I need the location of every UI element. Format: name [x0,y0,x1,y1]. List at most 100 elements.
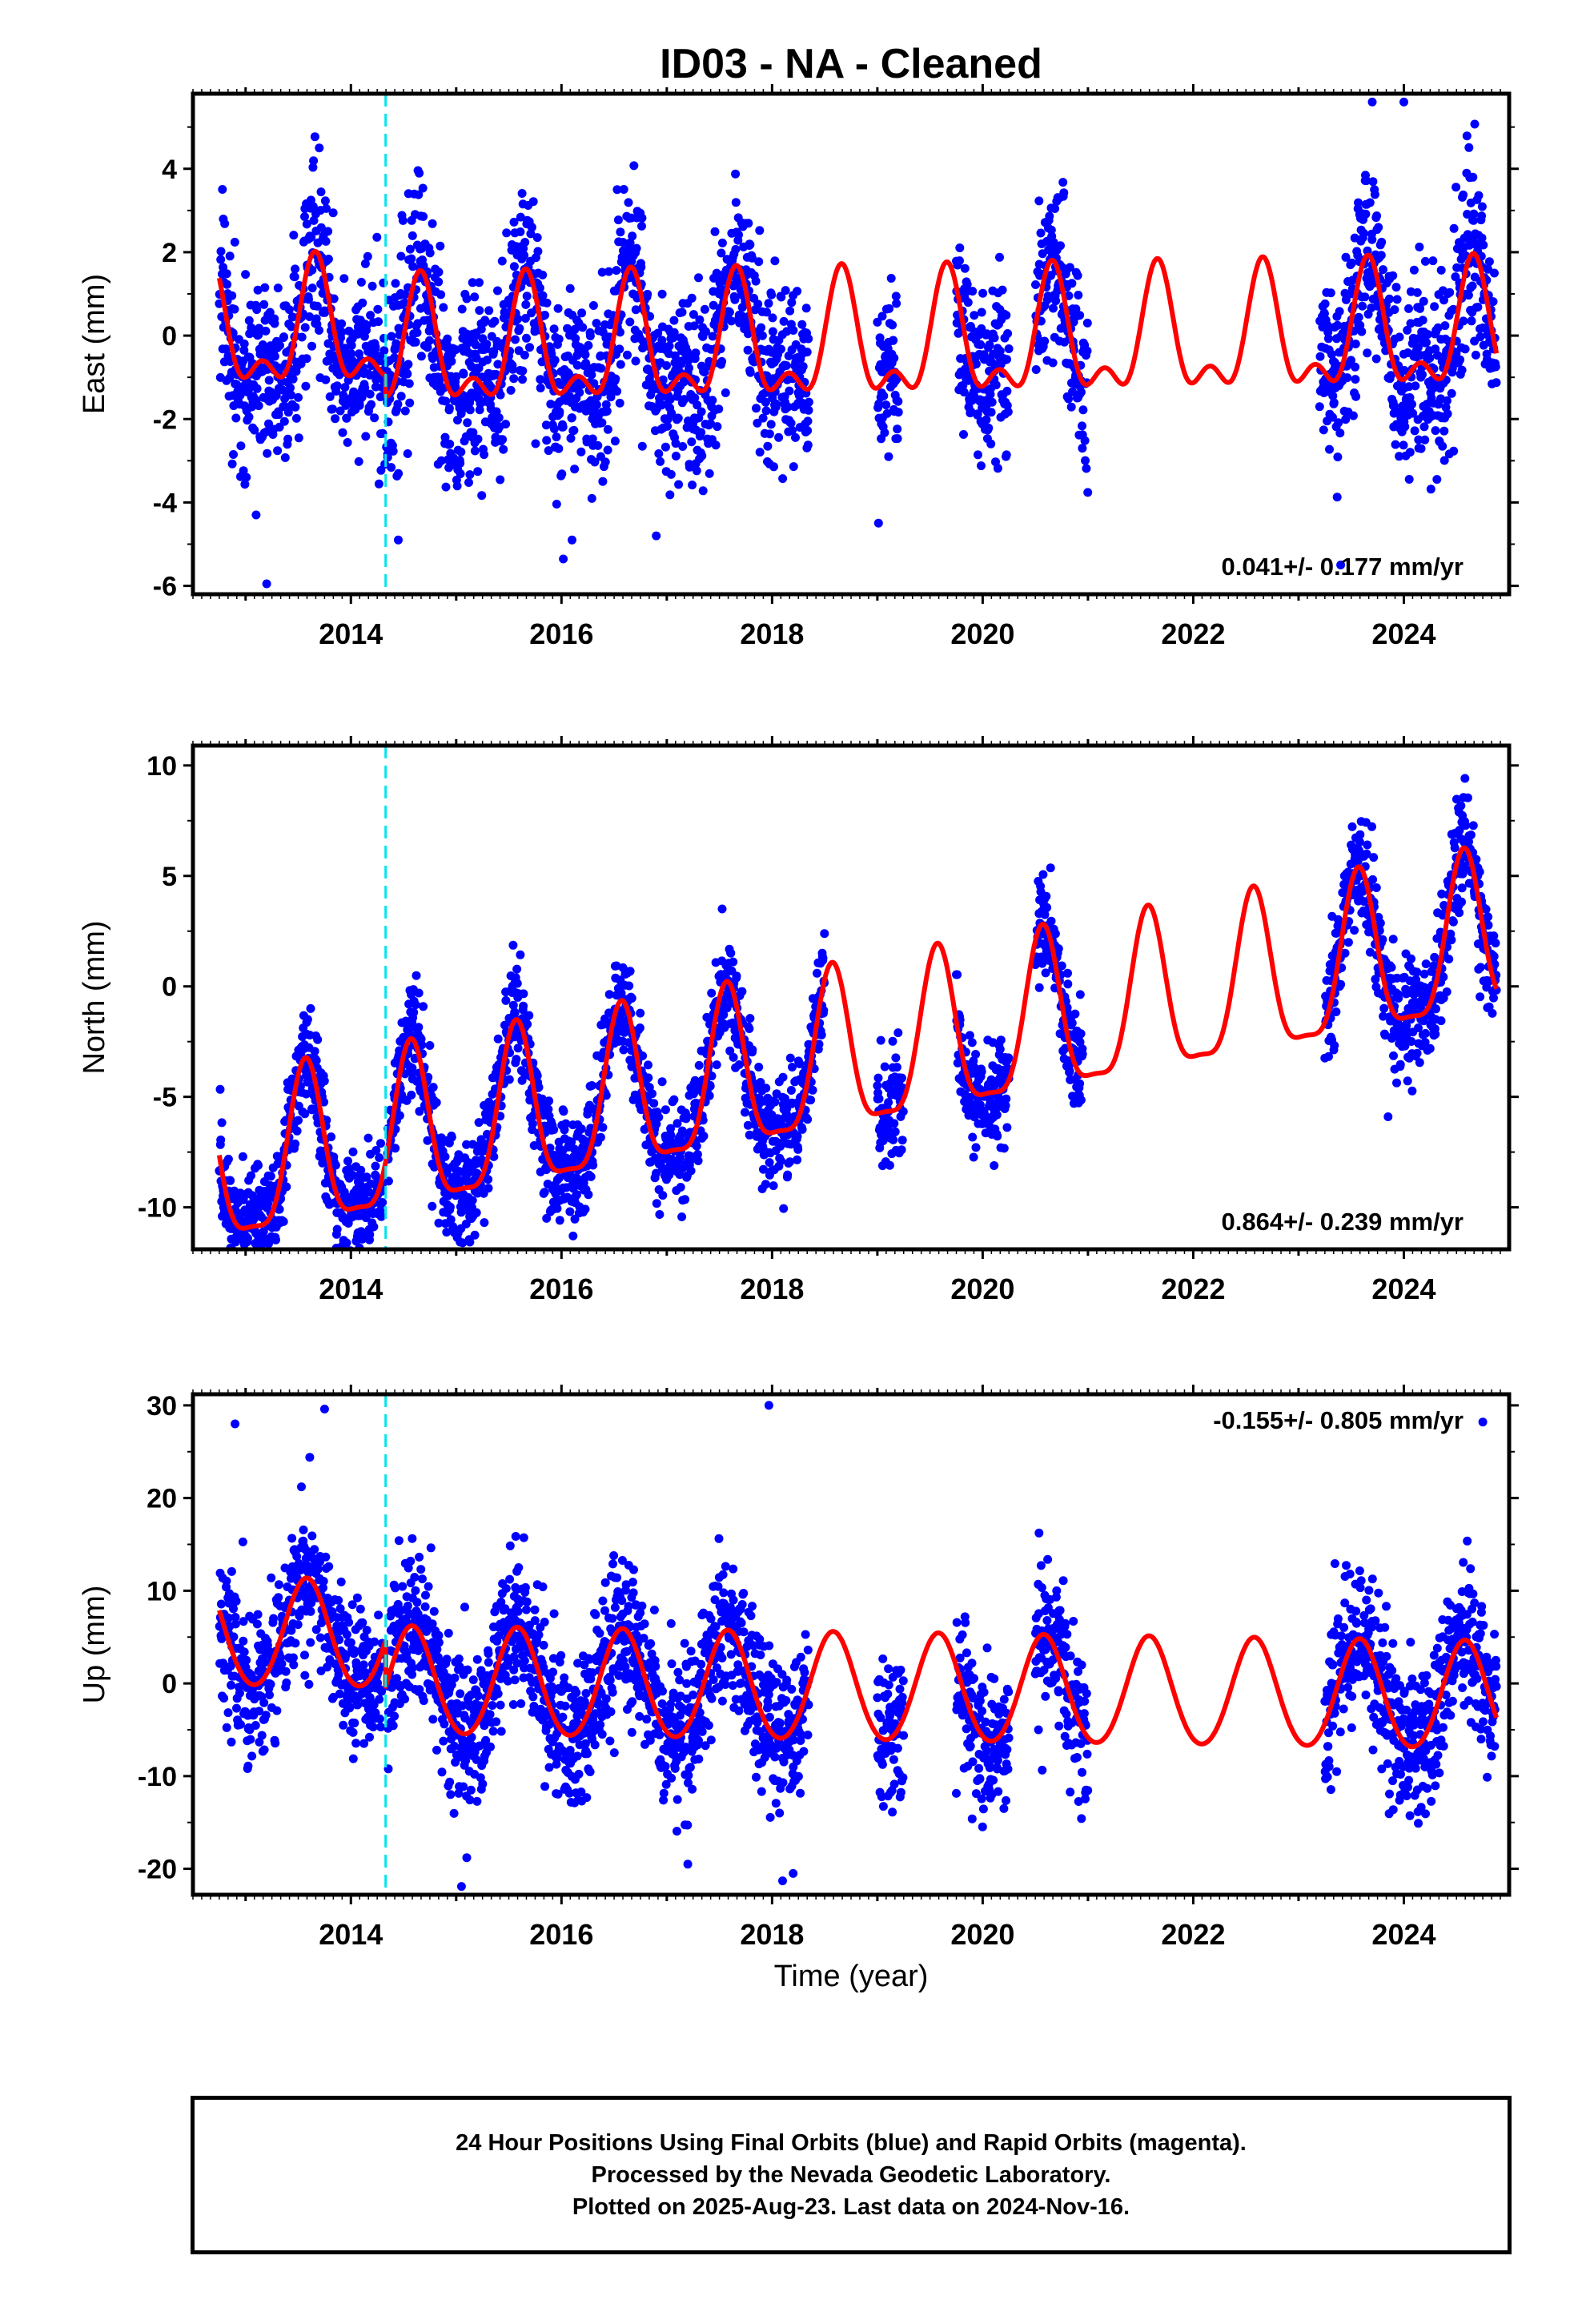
data-point [408,1063,417,1073]
data-point [612,387,622,396]
data-point [520,350,529,360]
data-point [752,404,761,413]
data-point [291,264,300,274]
data-point [589,379,599,388]
data-point [755,448,765,457]
data-point [549,324,559,334]
data-point [977,461,986,471]
data-point [692,466,701,476]
data-point [494,413,504,423]
data-point [770,256,780,266]
data-point [383,1176,393,1186]
data-point [1469,209,1479,219]
data-point [669,1095,679,1104]
data-point [889,336,898,345]
data-point [487,383,496,392]
data-point [567,1137,576,1147]
data-point [360,383,370,392]
data-point [395,1111,404,1120]
data-point [245,1261,254,1269]
data-point [616,360,625,369]
data-point [1083,488,1093,497]
data-point [893,396,903,406]
data-point [555,1216,564,1225]
data-point [518,375,527,384]
data-point [1404,475,1414,484]
data-point [779,1204,789,1213]
data-point [414,190,424,199]
data-point [1484,264,1493,274]
data-point [1002,386,1012,396]
data-point [309,215,319,225]
data-point [758,413,768,423]
data-point [1351,392,1361,401]
data-point [282,1182,291,1192]
data-point [558,422,568,432]
data-point [216,247,226,256]
data-point [705,1081,715,1091]
data-point [1068,387,1078,396]
data-point [501,420,511,429]
data-point [292,1126,302,1136]
data-point [785,1053,795,1063]
data-point [531,439,540,448]
data-point [596,364,606,373]
y-tick-label: 2 [162,238,177,268]
data-point [764,299,773,308]
data-point [880,428,889,437]
data-point [897,1073,906,1083]
data-point [713,422,722,432]
data-point [455,1178,464,1188]
data-point [572,360,582,370]
data-point [1436,265,1446,275]
data-point [275,340,284,350]
data-point [497,256,507,266]
data-point [321,236,331,246]
data-point [231,413,241,423]
data-point [657,289,667,299]
data-point [788,1063,797,1072]
data-point [515,324,524,333]
data-point [690,393,700,403]
data-point [745,240,755,249]
data-point [596,1132,605,1142]
y-tick-label: 4 [162,155,177,185]
data-point [456,459,465,468]
data-point [743,345,753,355]
points-east [215,97,1501,589]
data-point [557,469,567,479]
data-point [706,419,716,428]
data-point [338,428,347,437]
data-point [541,420,551,430]
data-point [415,168,424,178]
data-point [600,457,610,467]
data-point [993,1132,1002,1141]
data-point [251,510,261,520]
data-point [320,196,330,206]
data-point [335,406,345,416]
data-point [797,1124,807,1134]
data-point [263,448,272,458]
data-point [555,1173,564,1183]
data-point [575,388,584,397]
data-point [1442,396,1452,405]
data-point [1370,190,1379,199]
data-point [475,405,484,415]
data-point [597,267,607,277]
data-point [379,333,388,343]
data-point [275,1204,284,1214]
data-point [227,291,237,300]
data-point [977,308,986,317]
data-point [584,340,593,350]
data-point [230,304,239,314]
data-point [1468,172,1478,182]
data-point [1082,318,1092,328]
data-point [508,364,518,374]
data-point [393,400,403,409]
data-point [477,1155,487,1164]
data-point [990,333,999,343]
data-point [1329,398,1339,408]
data-point [465,1237,475,1247]
data-point [616,328,624,337]
data-point [343,1156,352,1166]
